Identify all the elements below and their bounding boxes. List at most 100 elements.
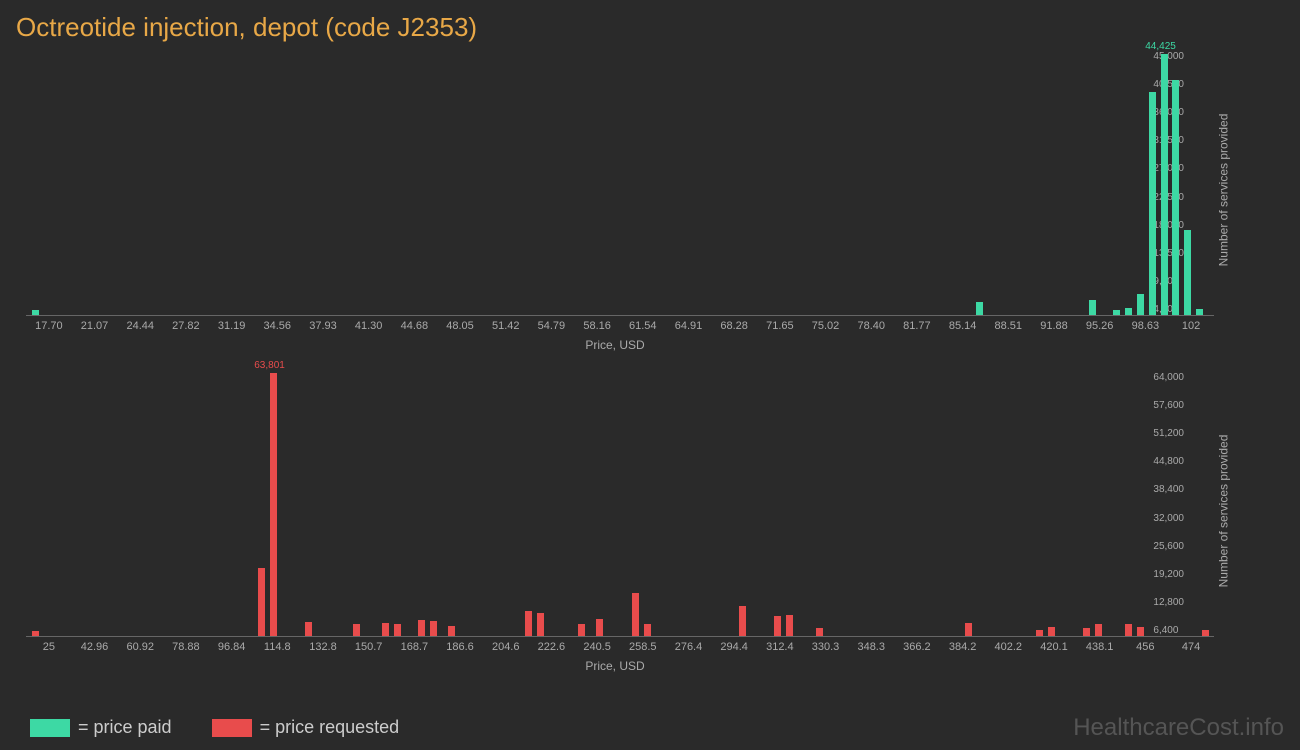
x-tick-label: 474 [1168,641,1214,653]
histogram-bar [1149,92,1156,315]
x-tick-label: 60.92 [117,641,163,653]
x-tick-label: 71.65 [757,320,803,332]
x-tick-label: 132.8 [300,641,346,653]
y-tick-label: 45,000 [1153,51,1184,62]
x-tick-label: 75.02 [803,320,849,332]
histogram-bar [382,623,389,636]
x-tick-label: 366.2 [894,641,940,653]
x-tick-label: 44.68 [392,320,438,332]
y-tick-label: 13,500 [1153,248,1184,259]
x-tick-label: 42.96 [72,641,118,653]
page-title: Octreotide injection, depot (code J2353) [0,0,1300,51]
legend: = price paid = price requested [30,717,399,738]
histogram-bar [816,628,823,636]
histogram-bar [774,616,781,636]
y-axis-label: Number of services provided [1217,114,1231,267]
y-axis-label: Number of services provided [1217,435,1231,588]
x-tick-label: 78.88 [163,641,209,653]
histogram-bar [786,615,793,636]
legend-swatch [212,719,252,737]
x-tick-label: 91.88 [1031,320,1077,332]
histogram-bar [1095,624,1102,636]
histogram-bar [353,624,360,636]
histogram-bar [632,593,639,636]
legend-item: = price paid [30,717,172,738]
y-tick-label: 9,000 [1153,276,1184,287]
histogram-bar [1161,54,1168,315]
x-tick-label: 61.54 [620,320,666,332]
y-tick-label: 25,600 [1153,541,1184,552]
histogram-bar [305,622,312,636]
histogram-bar [270,373,277,636]
histogram-bar [1036,630,1043,636]
histogram-bar [1172,80,1179,315]
x-tick-label: 64.91 [666,320,712,332]
histogram-bar [1196,309,1203,315]
x-tick-label: 240.5 [574,641,620,653]
x-tick-label: 21.07 [72,320,118,332]
histogram-bar [965,623,972,636]
histogram-bar [739,606,746,636]
y-tick-label: 40,500 [1153,79,1184,90]
histogram-bar [394,624,401,636]
histogram-bar [258,568,265,636]
y-tick-label: 38,400 [1153,484,1184,495]
x-tick-label: 88.51 [985,320,1031,332]
x-tick-label: 258.5 [620,641,666,653]
x-tick-label: 168.7 [392,641,438,653]
y-tick-label: 31,500 [1153,135,1184,146]
y-tick-label: 32,000 [1153,513,1184,524]
histogram-bar [976,302,983,315]
legend-label: = price paid [78,717,172,738]
x-tick-label: 186.6 [437,641,483,653]
x-tick-label: 58.16 [574,320,620,332]
x-tick-label: 330.3 [803,641,849,653]
y-tick-label: 64,000 [1153,372,1184,383]
x-tick-label: 34.56 [254,320,300,332]
x-tick-label: 114.8 [254,641,300,653]
histogram-bar [32,631,39,636]
histogram-bar [1184,230,1191,315]
histogram-bar [448,626,455,636]
x-tick-label: 41.30 [346,320,392,332]
x-tick-label: 312.4 [757,641,803,653]
x-tick-label: 85.14 [940,320,986,332]
x-tick-label: 27.82 [163,320,209,332]
x-tick-label: 348.3 [848,641,894,653]
x-axis-label: Price, USD [16,659,1214,673]
watermark: HealthcareCost.info [1073,714,1284,742]
y-tick-label: 44,800 [1153,456,1184,467]
histogram-bar [1137,627,1144,636]
histogram-bar [32,310,39,315]
x-tick-label: 150.7 [346,641,392,653]
x-tick-label: 78.40 [848,320,894,332]
histogram-bar [1137,294,1144,315]
histogram-bar [1113,310,1120,315]
x-tick-label: 25 [26,641,72,653]
chart-price-paid: 45,00040,50036,00031,50027,00022,50018,0… [16,51,1284,352]
x-tick-label: 31.19 [209,320,255,332]
legend-label: = price requested [260,717,400,738]
x-tick-label: 81.77 [894,320,940,332]
y-tick-label: 12,800 [1153,597,1184,608]
histogram-bar [418,620,425,636]
x-tick-label: 456 [1123,641,1169,653]
x-tick-label: 294.4 [711,641,757,653]
histogram-bar [1083,628,1090,636]
x-tick-label: 48.05 [437,320,483,332]
histogram-bar [1048,627,1055,636]
y-tick-label: 57,600 [1153,400,1184,411]
x-axis-label: Price, USD [16,338,1214,352]
histogram-bar [430,621,437,636]
x-tick-label: 438.1 [1077,641,1123,653]
histogram-bar [525,611,532,636]
histogram-bar [578,624,585,636]
x-tick-label: 420.1 [1031,641,1077,653]
x-tick-label: 17.70 [26,320,72,332]
histogram-bar [1202,630,1209,636]
y-tick-label: 6,400 [1153,625,1184,636]
y-tick-label: 18,000 [1153,220,1184,231]
y-tick-label: 19,200 [1153,569,1184,580]
x-tick-label: 68.28 [711,320,757,332]
x-tick-label: 384.2 [940,641,986,653]
